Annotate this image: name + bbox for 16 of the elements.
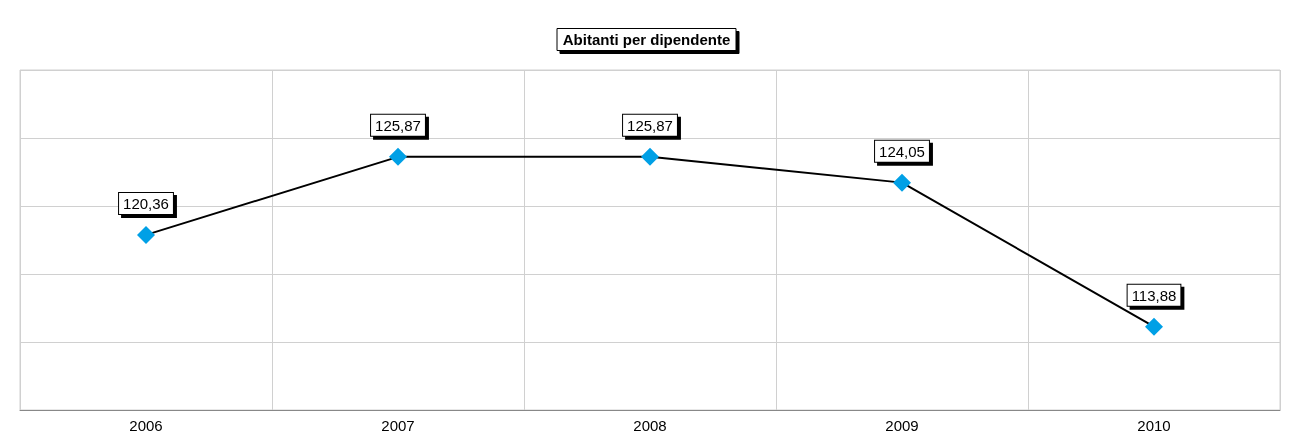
x-tick-label: 2007	[381, 417, 415, 434]
chart-title: Abitanti per dipendente	[562, 31, 731, 48]
data-label: 120,36	[123, 194, 169, 212]
point	[893, 173, 911, 192]
data-label: 125,87	[375, 116, 421, 134]
point	[137, 225, 155, 244]
x-tick-label: 2010	[1137, 417, 1171, 434]
x-tick-label: 2006	[129, 417, 163, 434]
point	[641, 147, 659, 166]
x-tick-label: 2008	[633, 417, 667, 434]
data-label: 113,88	[1131, 286, 1177, 304]
data-label: 125,87	[627, 116, 673, 134]
point	[389, 147, 407, 166]
x-tick-label: 2009	[885, 417, 919, 434]
point	[1145, 317, 1163, 336]
data-label: 124,05	[879, 142, 925, 160]
